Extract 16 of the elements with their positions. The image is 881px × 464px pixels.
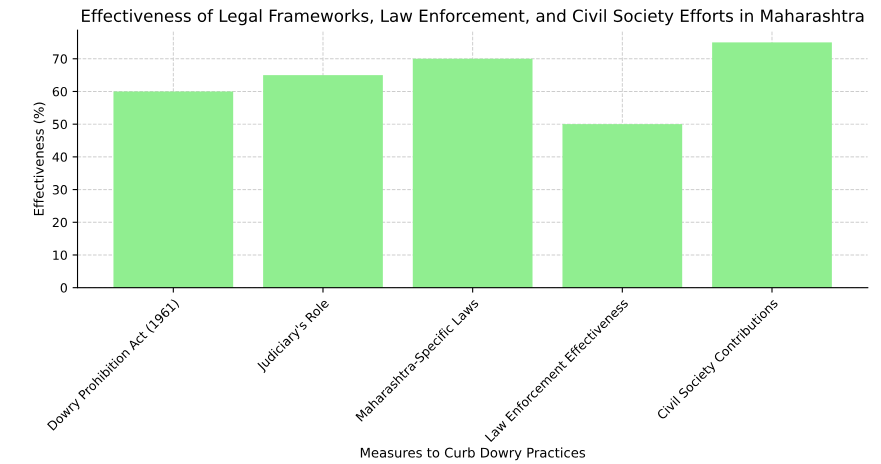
y-tick-label: 50 — [52, 120, 67, 130]
y-tick-label: 60 — [52, 86, 67, 96]
y-tick-label: 40 — [52, 152, 67, 162]
bar — [412, 58, 533, 288]
bar — [263, 75, 383, 288]
y-tick-label: 10 — [53, 250, 67, 260]
bar — [562, 124, 682, 288]
y-axis-title: Effectiveness (%) — [34, 102, 46, 216]
bar — [712, 42, 832, 288]
y-tick-label: 20 — [52, 218, 67, 228]
chart-title: Effectiveness of Legal Frameworks, Law Enforcement, and Civil Society Efforts in Maharashtra — [82, 9, 864, 26]
y-tick-label: 70 — [52, 54, 67, 64]
bar — [113, 91, 234, 288]
y-tick-label: 30 — [52, 185, 67, 195]
y-tick-label: 0 — [60, 283, 67, 293]
x-axis-title: Measures to Curb Dowry Practices — [360, 447, 586, 460]
